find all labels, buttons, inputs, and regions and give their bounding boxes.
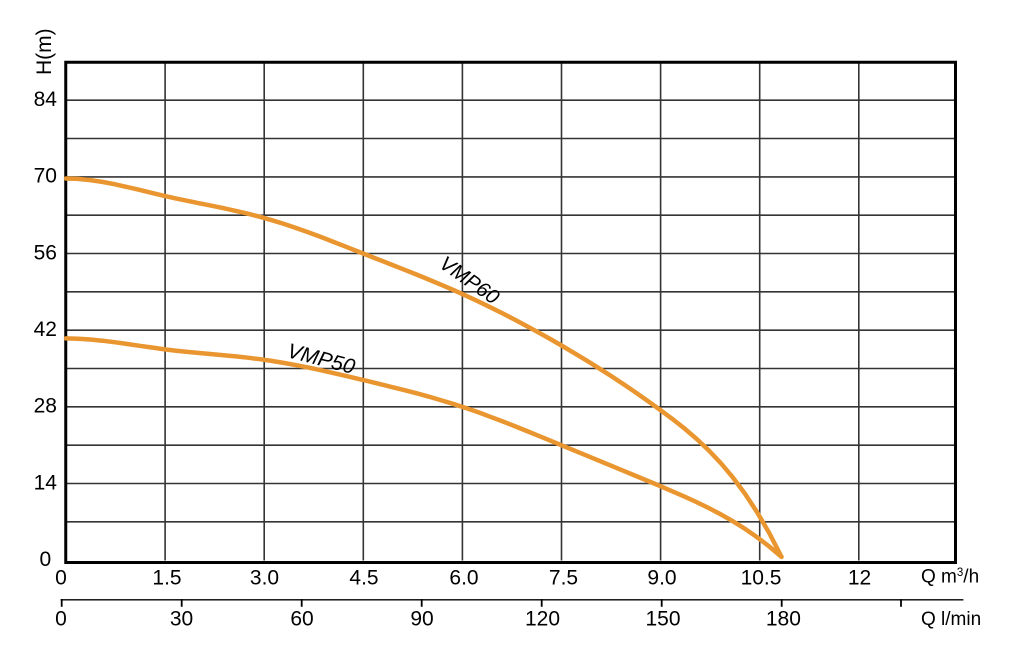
svg-text:Q m3/h: Q m3/h xyxy=(921,567,979,588)
svg-text:0: 0 xyxy=(55,566,67,589)
svg-text:6.0: 6.0 xyxy=(449,566,478,589)
svg-text:4.5: 4.5 xyxy=(349,566,378,589)
svg-text:1.5: 1.5 xyxy=(152,566,181,589)
svg-text:90: 90 xyxy=(410,608,433,631)
svg-text:10.5: 10.5 xyxy=(741,566,782,589)
svg-text:42: 42 xyxy=(34,318,57,341)
svg-text:3.0: 3.0 xyxy=(250,566,279,589)
svg-text:84: 84 xyxy=(34,88,58,111)
svg-text:28: 28 xyxy=(34,395,57,418)
svg-text:7.5: 7.5 xyxy=(549,566,578,589)
svg-text:120: 120 xyxy=(525,608,560,631)
svg-text:60: 60 xyxy=(290,608,313,631)
svg-text:30: 30 xyxy=(170,608,193,631)
svg-text:Q l/min: Q l/min xyxy=(921,609,981,630)
svg-text:180: 180 xyxy=(766,608,801,631)
svg-text:0: 0 xyxy=(39,548,51,571)
svg-text:56: 56 xyxy=(34,241,57,264)
svg-text:70: 70 xyxy=(34,165,57,188)
svg-text:H(m): H(m) xyxy=(33,28,56,75)
svg-text:9.0: 9.0 xyxy=(647,566,676,589)
svg-text:14: 14 xyxy=(34,471,58,494)
svg-text:0: 0 xyxy=(55,608,67,631)
svg-text:12: 12 xyxy=(848,566,871,589)
svg-text:150: 150 xyxy=(645,608,680,631)
